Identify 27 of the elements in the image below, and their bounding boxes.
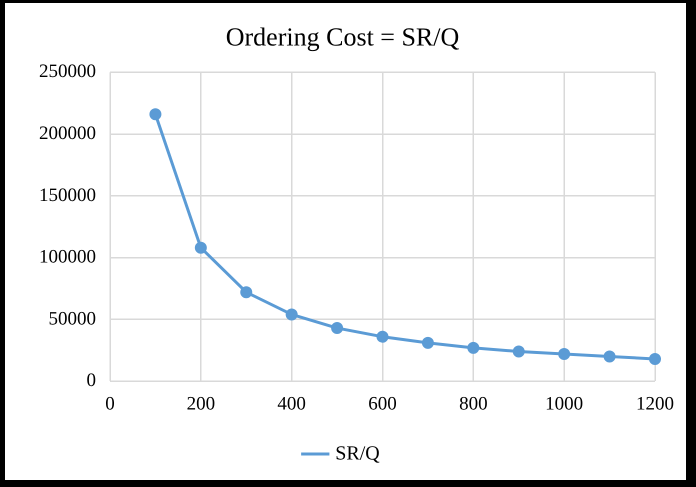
point	[149, 108, 162, 120]
legend-label: SR/Q	[335, 442, 380, 464]
x-tick-label: 200	[186, 394, 216, 415]
y-tick-label: 250000	[39, 61, 96, 82]
y-tick-label: 50000	[48, 308, 96, 330]
point	[604, 350, 616, 362]
point	[331, 322, 344, 334]
chart-title: Ordering Cost = SR/Q	[226, 22, 460, 52]
x-tick-label: 800	[459, 394, 488, 415]
y-tick-label: 0	[86, 370, 96, 392]
point	[512, 346, 525, 358]
point	[467, 342, 480, 354]
x-tick-label: 1000	[545, 394, 584, 415]
point	[286, 308, 298, 320]
point	[194, 242, 207, 254]
y-tick-label: 100000	[39, 246, 96, 268]
point	[558, 348, 570, 360]
x-tick-label: 400	[277, 394, 306, 415]
point	[649, 352, 661, 365]
x-tick-label: 0	[105, 394, 115, 415]
point	[240, 286, 252, 298]
y-tick-label: 150000	[39, 184, 96, 206]
x-tick-label: 1200	[636, 394, 674, 415]
x-tick-label: 600	[368, 394, 397, 415]
point	[376, 330, 388, 343]
y-tick-label: 200000	[39, 122, 96, 144]
point	[422, 336, 434, 349]
